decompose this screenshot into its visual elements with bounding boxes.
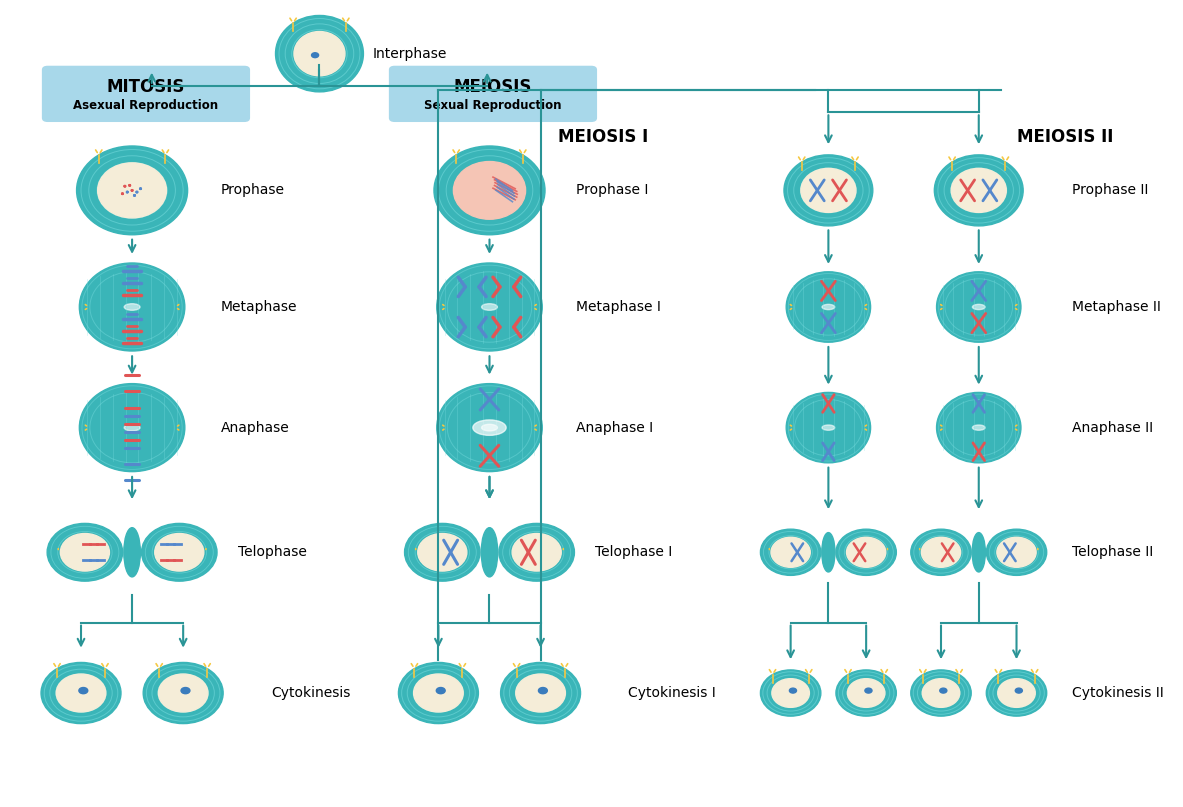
Ellipse shape <box>937 392 1021 463</box>
Text: MITOSIS: MITOSIS <box>106 77 186 96</box>
Ellipse shape <box>499 524 575 581</box>
Ellipse shape <box>124 424 140 431</box>
Circle shape <box>437 688 445 694</box>
Ellipse shape <box>414 674 464 712</box>
Text: Prophase I: Prophase I <box>576 183 648 198</box>
Ellipse shape <box>293 31 345 76</box>
Ellipse shape <box>143 663 224 724</box>
Text: Telophase: Telophase <box>238 546 306 559</box>
Ellipse shape <box>155 533 203 571</box>
Ellipse shape <box>77 146 188 235</box>
Ellipse shape <box>922 537 961 567</box>
Text: Metaphase I: Metaphase I <box>576 300 660 314</box>
Ellipse shape <box>276 15 363 92</box>
Ellipse shape <box>98 163 167 218</box>
FancyBboxPatch shape <box>389 65 597 122</box>
Ellipse shape <box>57 674 105 712</box>
Ellipse shape <box>512 533 561 571</box>
Text: Prophase II: Prophase II <box>1072 183 1149 198</box>
Text: Cytokinesis II: Cytokinesis II <box>1072 686 1164 700</box>
Ellipse shape <box>481 303 497 311</box>
Ellipse shape <box>771 537 810 567</box>
Text: Interphase: Interphase <box>373 47 447 61</box>
Ellipse shape <box>911 529 971 575</box>
Ellipse shape <box>937 272 1021 342</box>
Ellipse shape <box>142 524 216 581</box>
Text: MEIOSIS I: MEIOSIS I <box>557 128 648 146</box>
Text: Asexual Reproduction: Asexual Reproduction <box>73 99 219 112</box>
Ellipse shape <box>47 524 123 581</box>
Ellipse shape <box>124 303 140 311</box>
Circle shape <box>538 688 548 694</box>
Ellipse shape <box>761 670 821 716</box>
Ellipse shape <box>437 383 542 471</box>
Ellipse shape <box>822 425 835 430</box>
Circle shape <box>1015 688 1022 693</box>
Ellipse shape <box>822 533 835 572</box>
Circle shape <box>789 688 796 693</box>
Text: Anaphase I: Anaphase I <box>576 420 653 435</box>
Ellipse shape <box>822 304 835 310</box>
Ellipse shape <box>784 155 873 226</box>
Ellipse shape <box>801 169 856 212</box>
Ellipse shape <box>911 670 971 716</box>
Ellipse shape <box>847 679 885 708</box>
Ellipse shape <box>399 663 478 724</box>
Ellipse shape <box>787 392 871 463</box>
Ellipse shape <box>951 169 1007 212</box>
Ellipse shape <box>516 674 565 712</box>
Ellipse shape <box>434 146 545 235</box>
Ellipse shape <box>481 528 498 577</box>
Ellipse shape <box>41 663 121 724</box>
Ellipse shape <box>997 537 1036 567</box>
Ellipse shape <box>500 663 581 724</box>
Text: MEIOSIS II: MEIOSIS II <box>1017 128 1113 146</box>
Ellipse shape <box>124 528 141 577</box>
Text: Prophase: Prophase <box>221 183 285 198</box>
Ellipse shape <box>159 674 208 712</box>
Ellipse shape <box>987 529 1047 575</box>
Ellipse shape <box>847 537 886 567</box>
Ellipse shape <box>418 533 467 571</box>
Circle shape <box>865 688 872 693</box>
Ellipse shape <box>972 533 985 572</box>
Circle shape <box>939 688 946 693</box>
Ellipse shape <box>836 529 897 575</box>
Ellipse shape <box>935 155 1023 226</box>
Text: Metaphase: Metaphase <box>221 300 297 314</box>
Ellipse shape <box>761 529 821 575</box>
Circle shape <box>79 688 88 694</box>
Text: Sexual Reproduction: Sexual Reproduction <box>425 99 562 112</box>
Ellipse shape <box>787 272 871 342</box>
Text: Telophase II: Telophase II <box>1072 546 1153 559</box>
Ellipse shape <box>405 524 480 581</box>
Ellipse shape <box>836 670 897 716</box>
Ellipse shape <box>79 263 185 351</box>
Ellipse shape <box>972 425 985 430</box>
Ellipse shape <box>923 679 959 708</box>
Text: Anaphase II: Anaphase II <box>1072 420 1153 435</box>
Text: Cytokinesis: Cytokinesis <box>271 686 350 700</box>
Text: Anaphase: Anaphase <box>221 420 290 435</box>
Ellipse shape <box>473 420 506 435</box>
Text: Metaphase II: Metaphase II <box>1072 300 1161 314</box>
Text: Telophase I: Telophase I <box>595 546 672 559</box>
Ellipse shape <box>972 304 985 310</box>
Ellipse shape <box>481 424 497 431</box>
Ellipse shape <box>997 679 1035 708</box>
Ellipse shape <box>437 263 542 351</box>
Ellipse shape <box>79 383 185 471</box>
Text: MEIOSIS: MEIOSIS <box>454 77 532 96</box>
Text: Cytokinesis I: Cytokinesis I <box>628 686 716 700</box>
Circle shape <box>311 52 318 57</box>
Ellipse shape <box>453 161 525 220</box>
Ellipse shape <box>60 533 110 571</box>
FancyBboxPatch shape <box>41 65 250 122</box>
Ellipse shape <box>987 670 1047 716</box>
Circle shape <box>181 688 190 694</box>
Ellipse shape <box>772 679 809 708</box>
